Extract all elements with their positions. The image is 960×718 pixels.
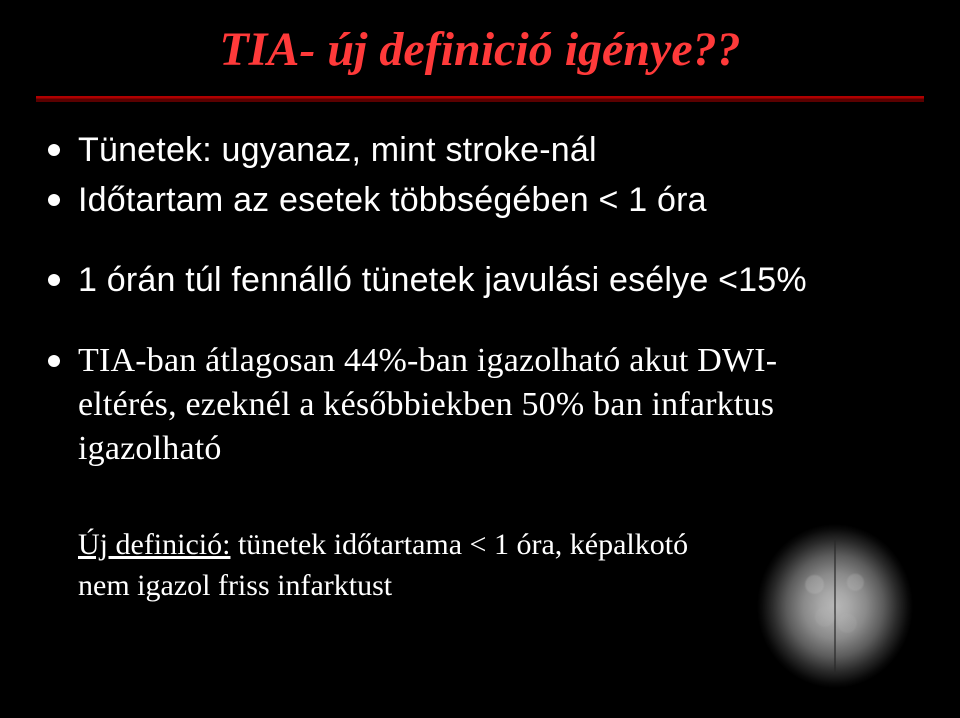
bullet-item: 1 órán túl fennálló tünetek javulási esé… bbox=[48, 258, 912, 302]
spacer bbox=[48, 477, 912, 507]
bullet-text: Időtartam az esetek többségében < 1 óra bbox=[78, 178, 707, 222]
spacer bbox=[48, 228, 912, 258]
bullet-dot-icon bbox=[48, 194, 60, 206]
brain-mri-image bbox=[750, 522, 920, 690]
title-underline-rule bbox=[36, 96, 924, 102]
bullet-item: Időtartam az esetek többségében < 1 óra bbox=[48, 178, 912, 222]
bullet-text: Tünetek: ugyanaz, mint stroke-nál bbox=[78, 128, 597, 172]
footnote: Új definició: tünetek időtartama < 1 óra… bbox=[78, 525, 698, 606]
slide: TIA- új definició igénye?? Tünetek: ugya… bbox=[0, 0, 960, 718]
slide-title: TIA- új definició igénye?? bbox=[0, 22, 960, 77]
bullet-text: TIA-ban átlagosan 44%-ban igazolható aku… bbox=[78, 339, 838, 472]
bullet-item: Tünetek: ugyanaz, mint stroke-nál bbox=[48, 128, 912, 172]
bullet-dot-icon bbox=[48, 144, 60, 156]
spacer bbox=[48, 309, 912, 339]
bullet-text: 1 órán túl fennálló tünetek javulási esé… bbox=[78, 258, 807, 302]
bullet-dot-icon bbox=[48, 274, 60, 286]
footnote-underlined: Új definició: bbox=[78, 528, 230, 561]
bullet-dot-icon bbox=[48, 355, 60, 367]
bullet-item: TIA-ban átlagosan 44%-ban igazolható aku… bbox=[48, 339, 912, 472]
